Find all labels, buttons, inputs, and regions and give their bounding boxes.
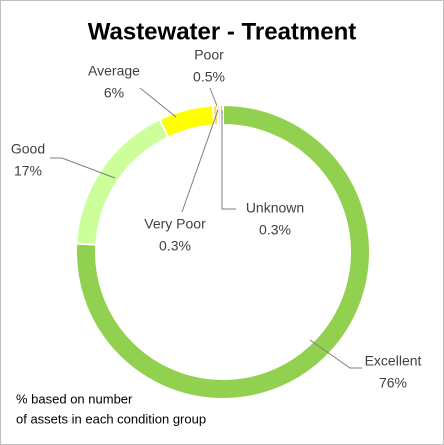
donut-slice xyxy=(75,103,371,400)
value-label: 0.3% xyxy=(159,238,191,254)
leader-line xyxy=(221,110,236,210)
value-label: 17% xyxy=(14,163,42,179)
chart-title: Wastewater - Treatment xyxy=(88,18,357,45)
value-label: 6% xyxy=(104,85,124,101)
category-label: Unknown xyxy=(246,200,304,216)
category-label: Good xyxy=(11,141,45,157)
leader-line xyxy=(209,87,218,107)
value-label: 0.3% xyxy=(259,222,291,238)
category-label: Average xyxy=(88,63,140,79)
note: % based on number xyxy=(16,391,133,406)
leader-line xyxy=(139,87,177,118)
category-label: Excellent xyxy=(365,353,422,369)
leader-line xyxy=(50,157,116,179)
value-label: 0.5% xyxy=(193,69,225,85)
leader-line xyxy=(309,339,362,369)
note: of assets in each condition group xyxy=(16,411,206,426)
category-label: Poor xyxy=(194,47,224,63)
value-label: 76% xyxy=(379,375,407,391)
leader-line xyxy=(181,109,219,213)
category-label: Very Poor xyxy=(144,216,206,232)
